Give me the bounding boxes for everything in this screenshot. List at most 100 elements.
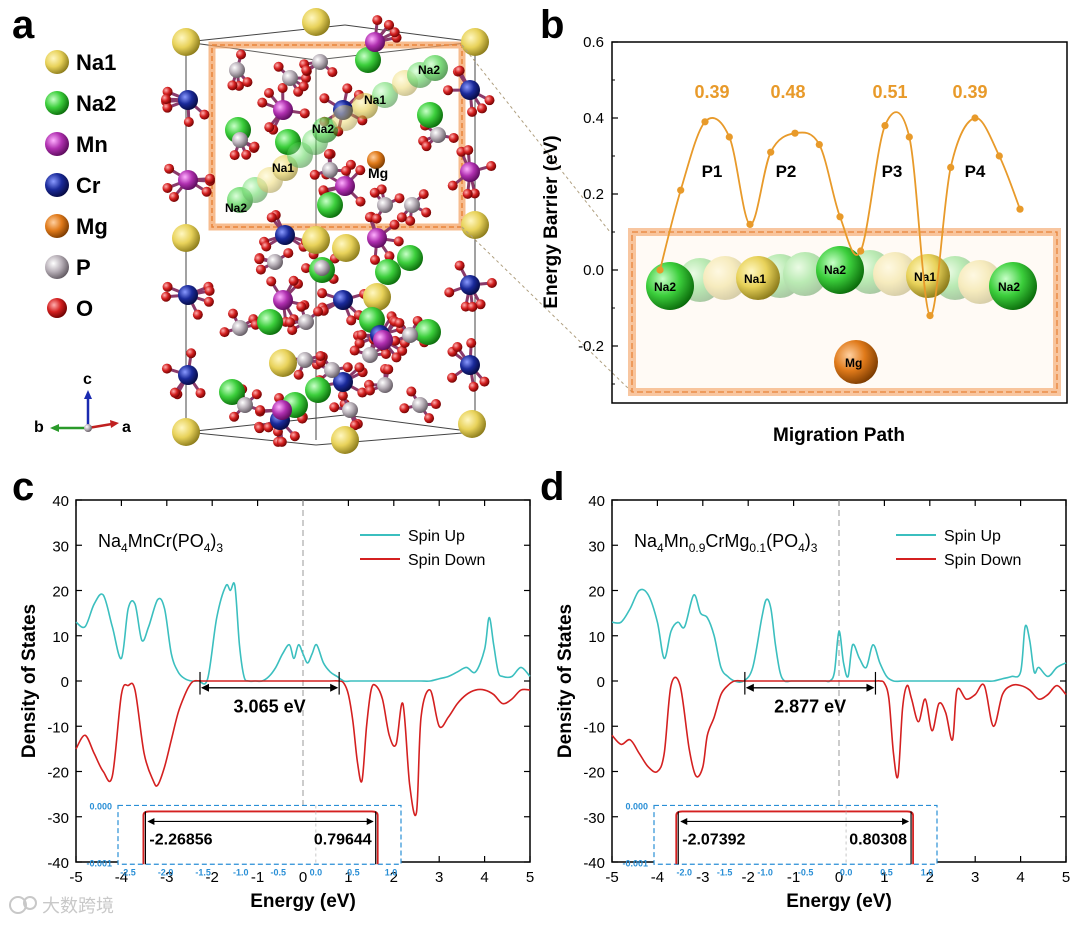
series-spin-down-line xyxy=(611,676,1067,779)
xtick-label: -3 xyxy=(696,869,709,886)
b-ylabel: Energy Barrier (eV) xyxy=(541,135,562,308)
legend-label: Spin Up xyxy=(408,528,465,545)
path-tag: P2 xyxy=(776,162,797,181)
path-label-na1-right: Na1 xyxy=(364,93,386,107)
plot-frame-b xyxy=(611,41,1068,404)
inset-band-edge xyxy=(142,810,379,865)
xtick-label: -1 xyxy=(251,869,264,886)
xtick-label: 2 xyxy=(926,869,934,886)
legend-label: Spin Down xyxy=(408,552,485,569)
path-tag: P4 xyxy=(965,162,986,181)
ytick-label: 0 xyxy=(61,674,69,691)
legend-swatch-mn xyxy=(45,132,69,156)
xtick-label: -2 xyxy=(206,869,219,886)
gap-inset: 0.000 -0.001 -2.0 -1.5 -1.0 -0.5 0.0 0.5 1.0 -2.0… xyxy=(622,801,938,877)
inset-xtick: -2.5 xyxy=(120,867,136,877)
energy-point xyxy=(767,148,775,156)
legend-label: Spin Up xyxy=(944,528,1001,545)
xtick-label: 5 xyxy=(1062,869,1070,886)
path-tag: P3 xyxy=(882,162,903,181)
inset-atom-label: Na1 xyxy=(914,270,936,284)
xtick-label: 2 xyxy=(390,869,398,886)
legend-label-o: O xyxy=(76,296,93,321)
path-label-na2-right: Na2 xyxy=(418,63,440,77)
ytick-label: 40 xyxy=(588,493,605,510)
energy-point xyxy=(1016,205,1024,213)
inset-xtick: -2.0 xyxy=(676,867,692,877)
dos-xlabel: Energy (eV) xyxy=(786,891,892,912)
ytick-label: 30 xyxy=(52,538,69,555)
inset-xtick: -0.5 xyxy=(798,867,814,877)
panel-a-letter: a xyxy=(12,3,35,47)
ytick-label: 10 xyxy=(52,629,69,646)
inset-xtick: 1.0 xyxy=(921,867,934,877)
xtick-label: 4 xyxy=(480,869,488,886)
energy-point xyxy=(857,247,865,255)
xtick-label: 1 xyxy=(344,869,352,886)
ytick-label: -10 xyxy=(47,719,69,736)
compound-formula: Na4Mn0.9CrMg0.1(PO4)3 xyxy=(634,531,818,555)
xtick-label: -3 xyxy=(160,869,173,886)
path-tag: P1 xyxy=(702,162,723,181)
series-spin-up-line xyxy=(75,582,531,685)
axis-a-label: a xyxy=(122,419,131,436)
energy-point xyxy=(677,186,685,194)
ytick-label: 10 xyxy=(588,629,605,646)
legend-swatch-p xyxy=(45,255,69,279)
dos-ylabel: Density of States xyxy=(19,604,40,758)
energy-point xyxy=(725,133,733,141)
ytick-label: -20 xyxy=(47,765,69,782)
inset-xtick: 0.0 xyxy=(310,867,323,877)
inset-right-value: 0.80308 xyxy=(849,831,907,848)
compound-formula: Na4MnCr(PO4)3 xyxy=(98,531,223,555)
legend-label: Spin Down xyxy=(944,552,1021,569)
energy-point xyxy=(656,266,664,274)
inset-left-value: -2.07392 xyxy=(682,831,745,848)
xtick-label: 5 xyxy=(526,869,534,886)
inset-xtick: 1.0 xyxy=(385,867,398,877)
xtick-label: -2 xyxy=(742,869,755,886)
b-xlabel: Migration Path xyxy=(773,425,905,446)
crystal-structure: Na2 Na1 Na2 Na1 Mg Na2 xyxy=(161,8,497,454)
inset-xtick: 0.0 xyxy=(840,867,853,877)
b-ytick-label: 0.2 xyxy=(583,186,604,203)
b-ytick-label: 0.4 xyxy=(583,110,604,127)
legend-swatch-mg xyxy=(45,214,69,238)
inset-right-value: 0.79644 xyxy=(314,831,372,848)
inset-xtick: 0.5 xyxy=(347,867,360,877)
energy-point xyxy=(836,213,844,221)
axis-triad: c b a xyxy=(34,371,131,436)
inset-atom-label: Mg xyxy=(845,356,862,370)
dos-ylabel: Density of States xyxy=(555,604,576,758)
ytick-label: 30 xyxy=(588,538,605,555)
energy-point xyxy=(947,163,955,171)
inset-atom-label: Na2 xyxy=(654,280,676,294)
legend-label-cr: Cr xyxy=(76,173,101,198)
legend-label-na1: Na1 xyxy=(76,50,116,75)
energy-point xyxy=(995,152,1003,160)
inset-xtick: -2.0 xyxy=(158,867,174,877)
energy-point xyxy=(905,133,913,141)
legend-swatch-o xyxy=(47,298,67,318)
barrier-value-label: 0.39 xyxy=(694,82,729,102)
inset-xtick: -1.5 xyxy=(195,867,211,877)
watermark-text: 大数跨境 xyxy=(42,896,114,916)
xtick-label: 0 xyxy=(835,869,843,886)
gap-inset: 0.000 -0.001 -2.5 -2.0 -1.5 -1.0 -0.5 0.0 0.5 1.0… xyxy=(86,801,402,877)
atom-legend: Na1 Na2 Mn Cr Mg PO xyxy=(45,50,116,321)
ytick-label: -10 xyxy=(583,719,605,736)
inset-xtick: -1.5 xyxy=(717,867,733,877)
energy-point xyxy=(926,312,934,320)
legend-label-na2: Na2 xyxy=(76,91,116,116)
legend-swatch-cr xyxy=(45,173,69,197)
xtick-label: -1 xyxy=(787,869,800,886)
panel-b-letter: b xyxy=(540,3,564,47)
xtick-label: -5 xyxy=(605,869,618,886)
energy-point xyxy=(746,220,754,228)
inset-left-value: -2.26856 xyxy=(149,831,212,848)
inset-ytick-top: 0.000 xyxy=(625,801,648,811)
energy-barrier-chart: 0.60.40.20.0-0.2 Na2 Na1 Na2 Na1 Na2 Mg … xyxy=(541,34,1068,446)
ytick-label: 20 xyxy=(52,584,69,601)
inset-xtick: -1.0 xyxy=(757,867,773,877)
